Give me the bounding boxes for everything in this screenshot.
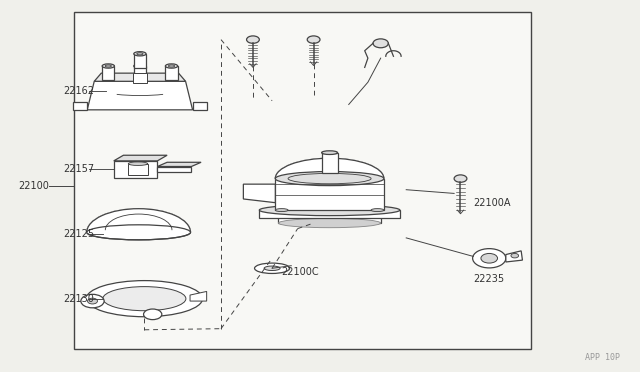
Bar <box>128 164 148 175</box>
Text: APP 10P: APP 10P <box>585 353 620 362</box>
Polygon shape <box>114 155 167 161</box>
Ellipse shape <box>128 162 148 166</box>
Ellipse shape <box>275 171 384 186</box>
Text: 22100: 22100 <box>19 181 49 191</box>
Circle shape <box>81 294 104 308</box>
Polygon shape <box>193 102 207 110</box>
Polygon shape <box>114 161 157 178</box>
Polygon shape <box>506 251 522 262</box>
Ellipse shape <box>255 263 290 273</box>
Polygon shape <box>87 209 191 232</box>
Circle shape <box>472 248 506 268</box>
Bar <box>321 153 337 173</box>
Circle shape <box>307 36 320 43</box>
Text: 22100C: 22100C <box>282 267 319 277</box>
Ellipse shape <box>165 64 178 68</box>
Circle shape <box>88 298 97 304</box>
Polygon shape <box>157 162 201 167</box>
Bar <box>133 73 147 83</box>
Polygon shape <box>190 291 207 301</box>
Polygon shape <box>94 73 186 81</box>
Ellipse shape <box>137 65 143 67</box>
Circle shape <box>481 253 497 263</box>
Circle shape <box>246 36 259 43</box>
Polygon shape <box>259 210 400 218</box>
Ellipse shape <box>134 52 146 56</box>
Circle shape <box>143 309 162 320</box>
Ellipse shape <box>275 209 288 212</box>
Polygon shape <box>73 102 87 110</box>
Ellipse shape <box>278 218 381 228</box>
Bar <box>102 66 115 80</box>
Bar <box>165 66 178 80</box>
Ellipse shape <box>124 219 154 224</box>
Bar <box>134 54 146 68</box>
Bar <box>278 193 381 223</box>
Polygon shape <box>275 158 384 179</box>
Ellipse shape <box>105 65 111 67</box>
Ellipse shape <box>134 64 146 68</box>
Polygon shape <box>87 81 193 110</box>
Ellipse shape <box>102 64 115 68</box>
Text: 22162: 22162 <box>63 87 94 96</box>
Text: 22130: 22130 <box>63 294 94 304</box>
Text: 22100A: 22100A <box>473 198 511 208</box>
Ellipse shape <box>168 65 175 67</box>
Ellipse shape <box>259 205 400 216</box>
Ellipse shape <box>371 209 384 212</box>
Circle shape <box>454 175 467 182</box>
Ellipse shape <box>321 151 337 154</box>
Ellipse shape <box>264 266 280 270</box>
Text: 22235: 22235 <box>474 274 505 284</box>
Bar <box>74 12 531 349</box>
Ellipse shape <box>132 215 145 219</box>
Ellipse shape <box>103 286 186 311</box>
Polygon shape <box>243 184 275 203</box>
Ellipse shape <box>137 53 143 55</box>
Circle shape <box>373 39 388 48</box>
Bar <box>275 179 384 210</box>
Ellipse shape <box>278 187 381 200</box>
Ellipse shape <box>86 280 202 317</box>
Circle shape <box>511 253 518 258</box>
Ellipse shape <box>87 225 191 240</box>
Polygon shape <box>157 167 191 172</box>
Text: 22157: 22157 <box>63 164 95 174</box>
Text: 22125: 22125 <box>63 229 95 239</box>
Bar <box>134 66 146 80</box>
